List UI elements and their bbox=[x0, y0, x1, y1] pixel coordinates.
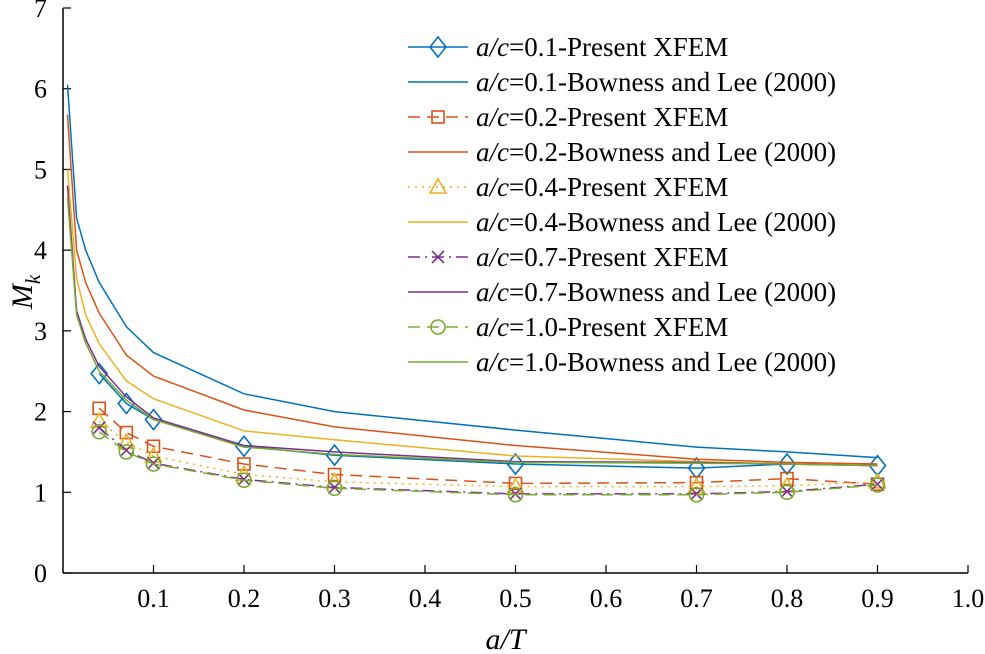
legend-marker bbox=[428, 177, 448, 194]
series-line bbox=[98, 373, 878, 469]
legend-entry: a/c=0.4-Bowness and Lee (2000) bbox=[408, 207, 836, 237]
legend-marker bbox=[428, 35, 448, 59]
x-tick-label: 0.6 bbox=[590, 584, 623, 613]
axes: 0.1 0.2 0.3 0.4 0.5 0.6 0.7 0.8 0.9 1.0 0 1 2 3 4 5 6 7 a/… bbox=[6, 0, 984, 654]
series-marker bbox=[91, 423, 107, 440]
series-marker bbox=[868, 454, 887, 477]
legend-label: a/c=0.1-Bowness and Lee (2000) bbox=[476, 67, 836, 97]
series-line bbox=[98, 407, 878, 485]
legend-label: a/c=0.7-Bowness and Lee (2000) bbox=[476, 277, 836, 307]
legend-label: a/c=0.4-Bowness and Lee (2000) bbox=[476, 207, 836, 237]
legend-entry: a/c=0.2-Present XFEM bbox=[408, 102, 728, 132]
x-tick-label: 0.7 bbox=[680, 584, 713, 613]
legend-entry: a/c=1.0-Bowness and Lee (2000) bbox=[408, 347, 836, 377]
y-tick-label: 2 bbox=[34, 398, 47, 427]
x-tick-label: 0.8 bbox=[771, 584, 804, 613]
series-marker bbox=[118, 444, 135, 460]
x-tick-label: 0.9 bbox=[861, 584, 894, 613]
y-tick-label: 4 bbox=[34, 236, 47, 265]
series-marker bbox=[90, 362, 109, 385]
series-10 bbox=[66, 197, 878, 467]
series-2 bbox=[66, 84, 878, 459]
legend-label: a/c=1.0-Present XFEM bbox=[476, 312, 728, 342]
series-marker bbox=[119, 425, 134, 440]
y-axis-label: Mk bbox=[6, 274, 45, 310]
series-marker bbox=[116, 432, 136, 450]
x-tick-label: 0.5 bbox=[499, 584, 532, 613]
series-3 bbox=[92, 401, 885, 492]
series-line bbox=[66, 114, 878, 465]
legend-label: a/c=0.4-Present XFEM bbox=[476, 172, 728, 202]
series-marker bbox=[779, 484, 795, 501]
series-marker bbox=[326, 480, 343, 497]
series-line bbox=[66, 197, 878, 467]
series-marker bbox=[507, 486, 524, 503]
x-tick-label: 0.4 bbox=[409, 584, 442, 613]
x-tick-label: 1.0 bbox=[952, 584, 985, 613]
legend-entry: a/c=1.0-Present XFEM bbox=[408, 312, 728, 342]
series-marker bbox=[689, 475, 704, 490]
series-line bbox=[66, 84, 878, 459]
legend-label: a/c=0.2-Present XFEM bbox=[476, 102, 728, 132]
legend-marker bbox=[431, 110, 445, 124]
x-axis-label: a/T bbox=[485, 623, 527, 654]
series-marker bbox=[869, 477, 886, 493]
series-marker bbox=[236, 472, 252, 488]
series-marker bbox=[234, 434, 254, 458]
legend-entry: a/c=0.1-Bowness and Lee (2000) bbox=[408, 67, 836, 97]
y-tick-label: 0 bbox=[34, 559, 47, 588]
series-marker bbox=[146, 439, 161, 454]
series-marker bbox=[777, 452, 797, 476]
series-marker bbox=[688, 486, 705, 503]
series-9 bbox=[91, 423, 886, 503]
series-line bbox=[98, 431, 878, 496]
legend-entry: a/c=0.7-Bowness and Lee (2000) bbox=[408, 277, 836, 307]
legend-marker bbox=[431, 250, 445, 264]
legend-label: a/c=0.1-Present XFEM bbox=[476, 32, 728, 62]
legend-entry: a/c=0.7-Present XFEM bbox=[408, 242, 728, 272]
y-tick-label: 7 bbox=[34, 0, 47, 23]
x-tick-label: 0.3 bbox=[318, 584, 351, 613]
legend-entry: a/c=0.4-Present XFEM bbox=[408, 172, 728, 202]
legend-entry: a/c=0.2-Bowness and Lee (2000) bbox=[408, 137, 836, 167]
legend-label: a/c=0.2-Bowness and Lee (2000) bbox=[476, 137, 836, 167]
y-tick-label: 6 bbox=[34, 75, 47, 104]
series-marker bbox=[237, 457, 251, 471]
y-tick-label: 1 bbox=[34, 478, 47, 507]
series-marker bbox=[687, 477, 706, 494]
x-tick-label: 0.2 bbox=[228, 584, 261, 613]
y-tick-label: 5 bbox=[34, 155, 47, 184]
series-marker bbox=[145, 456, 162, 472]
series-4 bbox=[66, 114, 878, 465]
x-tick-label: 0.1 bbox=[137, 584, 170, 613]
series-marker bbox=[506, 477, 525, 494]
legend-entry: a/c=0.1-Present XFEM bbox=[408, 32, 728, 62]
series-marker bbox=[92, 421, 106, 435]
legend-label: a/c=0.7-Present XFEM bbox=[476, 242, 728, 272]
series-marker bbox=[144, 446, 163, 463]
y-tick-label: 3 bbox=[34, 317, 47, 346]
series-group bbox=[66, 84, 887, 503]
legend-marker bbox=[430, 319, 446, 335]
legend: a/c=0.1-Present XFEM a/c=0.1-Bowness and … bbox=[408, 32, 836, 377]
legend-label: a/c=1.0-Bowness and Lee (2000) bbox=[476, 347, 836, 377]
